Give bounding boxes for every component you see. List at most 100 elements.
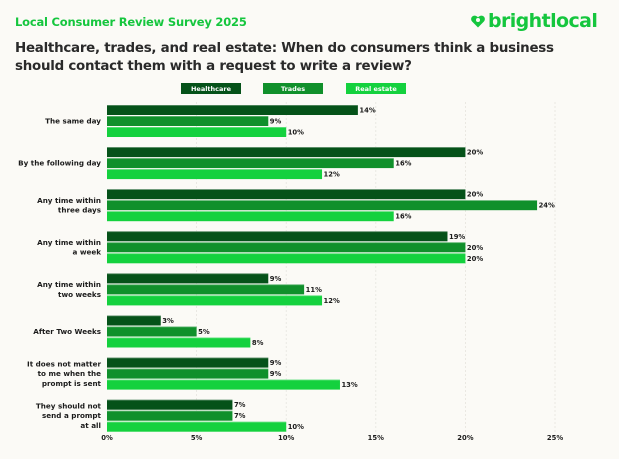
bar-real-estate <box>107 169 323 180</box>
bar-real-estate <box>107 211 394 222</box>
bar-healthcare <box>107 315 161 326</box>
bar-highlight <box>107 379 340 381</box>
bar-highlight <box>107 253 466 255</box>
brand-logo: brightlocal <box>470 10 598 32</box>
bar-highlight <box>107 357 269 359</box>
category-label: Any time within <box>37 280 101 289</box>
bar-highlight <box>107 326 197 328</box>
data-label: 7% <box>234 412 246 420</box>
bar-trades <box>107 326 197 337</box>
data-label: 20% <box>467 244 483 252</box>
legend-label-real-estate: Real estate <box>355 84 397 93</box>
bar-highlight <box>107 231 448 233</box>
bar-real-estate <box>107 127 287 137</box>
x-tick-label: 15% <box>368 434 384 442</box>
bar-highlight <box>107 421 287 423</box>
category-label: at all <box>80 421 101 430</box>
data-label: 14% <box>359 107 375 115</box>
chart-title: Healthcare, trades, and real estate: Whe… <box>15 41 554 74</box>
category-label: a week <box>72 248 101 257</box>
bar-real-estate <box>107 253 466 264</box>
bar-highlight <box>107 158 394 159</box>
bar-healthcare <box>107 231 448 242</box>
data-label: 7% <box>234 401 246 409</box>
bar-highlight <box>107 315 161 317</box>
category-label: After Two Weeks <box>33 327 101 336</box>
bar-highlight <box>107 399 233 401</box>
category-label: Any time within <box>37 238 101 247</box>
bar-highlight <box>107 147 466 148</box>
bar-highlight <box>107 295 323 297</box>
legend-item-healthcare: Healthcare <box>181 83 241 94</box>
bar-highlight <box>107 105 358 106</box>
bar-healthcare <box>107 273 269 284</box>
bar-highlight <box>107 273 269 275</box>
data-label: 11% <box>306 286 322 294</box>
bar-real-estate <box>107 421 287 432</box>
category-label: They should not <box>36 401 102 410</box>
data-label: 10% <box>288 129 304 137</box>
bar-healthcare <box>107 105 358 115</box>
bar-highlight <box>107 284 305 286</box>
data-label: 20% <box>467 191 483 199</box>
data-label: 9% <box>270 359 282 367</box>
gridlines <box>196 102 556 432</box>
bar-highlight <box>107 242 466 244</box>
bar-trades <box>107 242 466 253</box>
bar-highlight <box>107 127 287 128</box>
bar-healthcare <box>107 147 466 158</box>
bar-trades <box>107 410 233 421</box>
data-label: 10% <box>288 423 304 431</box>
legend-item-real-estate: Real estate <box>346 83 406 94</box>
bar-highlight <box>107 169 323 170</box>
bar-highlight <box>107 189 466 190</box>
data-label: 16% <box>395 213 411 221</box>
data-label: 9% <box>270 275 282 283</box>
bar-real-estate <box>107 337 251 348</box>
x-tick-label: 0% <box>101 434 113 442</box>
data-label: 13% <box>341 381 357 389</box>
bar-real-estate <box>107 379 340 390</box>
category-label: prompt is sent <box>42 379 102 388</box>
x-axis-ticks: 0% 5% 10% 15% 20% 25% <box>101 434 563 442</box>
x-tick-label: 5% <box>191 434 203 442</box>
x-tick-label: 25% <box>547 434 563 442</box>
category-label: to me when the <box>38 369 102 378</box>
category-label: By the following day <box>18 159 101 168</box>
bar-highlight <box>107 116 269 117</box>
bar-healthcare <box>107 399 233 410</box>
category-labels: The same day By the following day Any time… <box>18 117 101 431</box>
bar-real-estate <box>107 295 323 306</box>
data-label: 20% <box>467 255 483 263</box>
data-label: 19% <box>449 233 465 241</box>
bar-healthcare <box>107 357 269 368</box>
data-label: 24% <box>539 202 555 210</box>
bar-trades <box>107 368 269 379</box>
bar-highlight <box>107 200 538 201</box>
bar-trades <box>107 284 305 295</box>
category-label: send a prompt <box>42 411 102 420</box>
bar-highlight <box>107 337 251 339</box>
data-label: 9% <box>270 118 282 126</box>
data-label: 16% <box>395 160 411 168</box>
survey-title: Local Consumer Review Survey 2025 <box>15 15 247 29</box>
bar-highlight <box>107 368 269 370</box>
bar-trades <box>107 158 394 169</box>
data-label: 12% <box>324 297 340 305</box>
data-label: 5% <box>198 328 210 336</box>
category-label: two weeks <box>58 290 101 299</box>
category-label: The same day <box>45 117 101 126</box>
data-label: 9% <box>270 370 282 378</box>
legend-label-trades: Trades <box>280 84 306 93</box>
bar-healthcare <box>107 189 466 200</box>
bar-highlight <box>107 410 233 412</box>
x-tick-label: 20% <box>457 434 473 442</box>
data-label: 20% <box>467 149 483 157</box>
category-label: Any time within <box>37 196 101 205</box>
bar-trades <box>107 200 538 211</box>
x-tick-label: 10% <box>278 434 294 442</box>
data-label: 12% <box>324 171 340 179</box>
bars: 14%9%10%20%16%12%20%24%16%19%20%20%9%11%… <box>107 105 555 432</box>
heart-pin-icon <box>471 15 485 28</box>
